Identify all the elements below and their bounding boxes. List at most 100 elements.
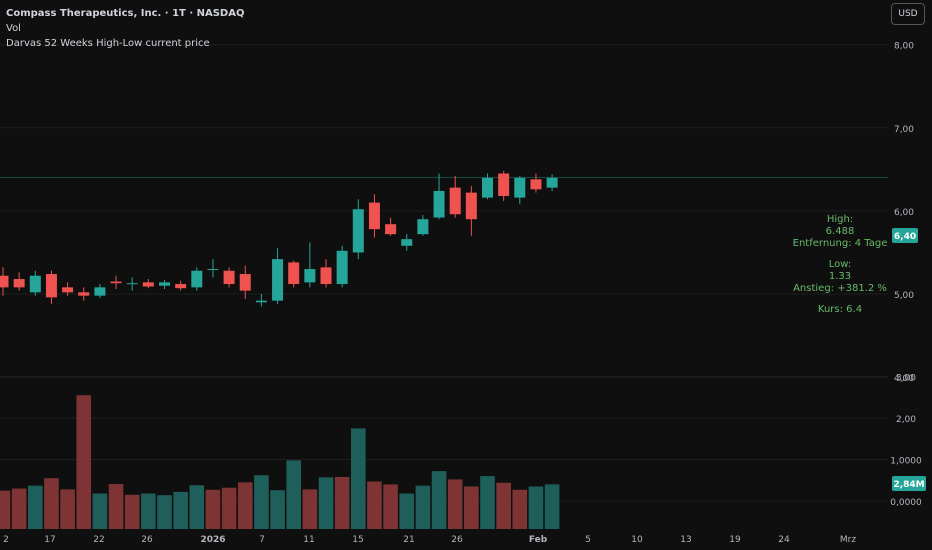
high-label: High: bbox=[827, 214, 853, 225]
candle-body bbox=[417, 219, 429, 235]
candle-body bbox=[482, 177, 493, 198]
candle-body bbox=[110, 281, 122, 284]
candle-body bbox=[175, 284, 187, 289]
volume-bars bbox=[0, 395, 560, 529]
time-tick-label: 10 bbox=[631, 535, 643, 545]
volume-axis[interactable]: 0,0000 1,0000 2,00 3,00 bbox=[890, 374, 922, 509]
indicator-darvas[interactable]: Darvas 52 Weeks High-Low current price bbox=[6, 38, 210, 49]
candle-body bbox=[401, 239, 413, 246]
low-value: 1.33 bbox=[829, 271, 851, 282]
volume-bar bbox=[528, 486, 544, 529]
volume-bar bbox=[270, 490, 285, 529]
volume-tick-label: 3,00 bbox=[896, 374, 916, 384]
time-tick-label: 26 bbox=[141, 535, 153, 545]
high-distance: Entfernung: 4 Tage bbox=[793, 238, 888, 249]
volume-bar bbox=[60, 489, 75, 529]
indicator-volume[interactable]: Vol bbox=[6, 23, 21, 34]
volume-bar bbox=[480, 476, 495, 529]
candle-body bbox=[368, 202, 380, 230]
time-tick-label: Feb bbox=[529, 535, 548, 545]
candle-body bbox=[159, 282, 170, 286]
time-tick-label: 11 bbox=[303, 535, 314, 545]
candle-body bbox=[272, 259, 284, 301]
volume-bar bbox=[496, 482, 511, 529]
price-tick-label: 8,00 bbox=[894, 42, 914, 52]
candle-body bbox=[29, 275, 41, 293]
candle-body bbox=[288, 262, 300, 285]
volume-bar bbox=[108, 483, 124, 529]
volume-bar bbox=[92, 493, 108, 529]
price-badge: 6,40 bbox=[892, 228, 918, 243]
volume-bar bbox=[44, 478, 59, 529]
candle-body bbox=[239, 274, 251, 291]
currency-button[interactable]: USD bbox=[891, 3, 925, 25]
candle-body bbox=[223, 270, 235, 285]
volume-bar bbox=[544, 484, 560, 529]
volume-tick-label: 0,0000 bbox=[890, 498, 922, 508]
price-axis[interactable]: 4,005,006,007,008,009,0010,0011,00 bbox=[891, 0, 917, 384]
symbol-title[interactable]: Compass Therapeutics, Inc. · 1T · NASDAQ bbox=[6, 8, 245, 19]
candle-body bbox=[78, 292, 90, 296]
candle-body bbox=[546, 177, 558, 188]
volume-bar bbox=[254, 475, 269, 529]
volume-bar bbox=[286, 460, 301, 529]
price-tick-label: 4,00 bbox=[894, 374, 914, 384]
volume-bar bbox=[367, 481, 382, 529]
volume-badge-text: 2,84M bbox=[893, 480, 924, 490]
low-label: Low: bbox=[829, 259, 852, 270]
candle-body bbox=[498, 173, 510, 196]
time-tick-label: 15 bbox=[352, 535, 363, 545]
time-tick-label: 2026 bbox=[200, 535, 225, 545]
candle-body bbox=[62, 287, 74, 293]
candle-body bbox=[530, 179, 542, 190]
time-tick-label: 7 bbox=[259, 535, 265, 545]
time-axis[interactable]: 2 17 22 26 2026 7 11 15 21 26 Feb 5 10 13 19 24 Mrz bbox=[3, 535, 856, 545]
volume-bar bbox=[351, 428, 366, 529]
low-rise: Anstieg: +381.2 % bbox=[793, 283, 887, 294]
price-tick-label: 6,00 bbox=[894, 208, 914, 218]
volume-bar bbox=[415, 485, 431, 529]
grid-lines bbox=[0, 44, 888, 502]
volume-bar bbox=[447, 479, 463, 529]
volume-bar bbox=[205, 489, 221, 529]
time-tick-label: 5 bbox=[585, 535, 591, 545]
volume-tick-label: 1,0000 bbox=[890, 457, 922, 467]
price-badge-text: 6,40 bbox=[894, 232, 916, 242]
current-price-text: Kurs: 6.4 bbox=[818, 304, 862, 315]
time-tick-label: 22 bbox=[93, 535, 104, 545]
candle-body bbox=[191, 270, 203, 288]
candle-body bbox=[255, 300, 267, 303]
volume-bar bbox=[431, 471, 447, 529]
candle-body bbox=[385, 224, 397, 235]
candle-body bbox=[207, 269, 219, 271]
candle-body bbox=[142, 282, 154, 287]
volume-bar bbox=[318, 477, 334, 529]
candle-body bbox=[465, 192, 477, 220]
volume-bar bbox=[0, 490, 11, 529]
volume-bar bbox=[28, 485, 43, 529]
volume-bar bbox=[124, 494, 140, 529]
candle-body bbox=[304, 269, 316, 283]
volume-bar bbox=[221, 487, 237, 529]
price-tick-label: 5,00 bbox=[894, 291, 914, 301]
volume-bar bbox=[464, 486, 479, 529]
candle-body bbox=[449, 187, 461, 215]
candle-body bbox=[433, 190, 445, 218]
volume-bar bbox=[189, 485, 205, 529]
candle-body bbox=[126, 283, 138, 285]
volume-bar bbox=[141, 493, 156, 529]
candle-body bbox=[45, 274, 57, 298]
volume-badge: 2,84M bbox=[892, 476, 926, 491]
price-candles bbox=[0, 171, 558, 307]
volume-bar bbox=[399, 493, 415, 529]
volume-bar bbox=[11, 488, 27, 529]
time-tick-label: 19 bbox=[729, 535, 741, 545]
volume-bar bbox=[512, 489, 528, 529]
candle-body bbox=[94, 287, 106, 296]
time-tick-label: 26 bbox=[451, 535, 463, 545]
darvas-annotation: High: 6.488 Entfernung: 4 Tage Low: 1.33… bbox=[793, 214, 888, 315]
price-tick-label: 7,00 bbox=[894, 125, 914, 135]
time-tick-label: 24 bbox=[778, 535, 790, 545]
time-tick-label: Mrz bbox=[840, 535, 856, 545]
